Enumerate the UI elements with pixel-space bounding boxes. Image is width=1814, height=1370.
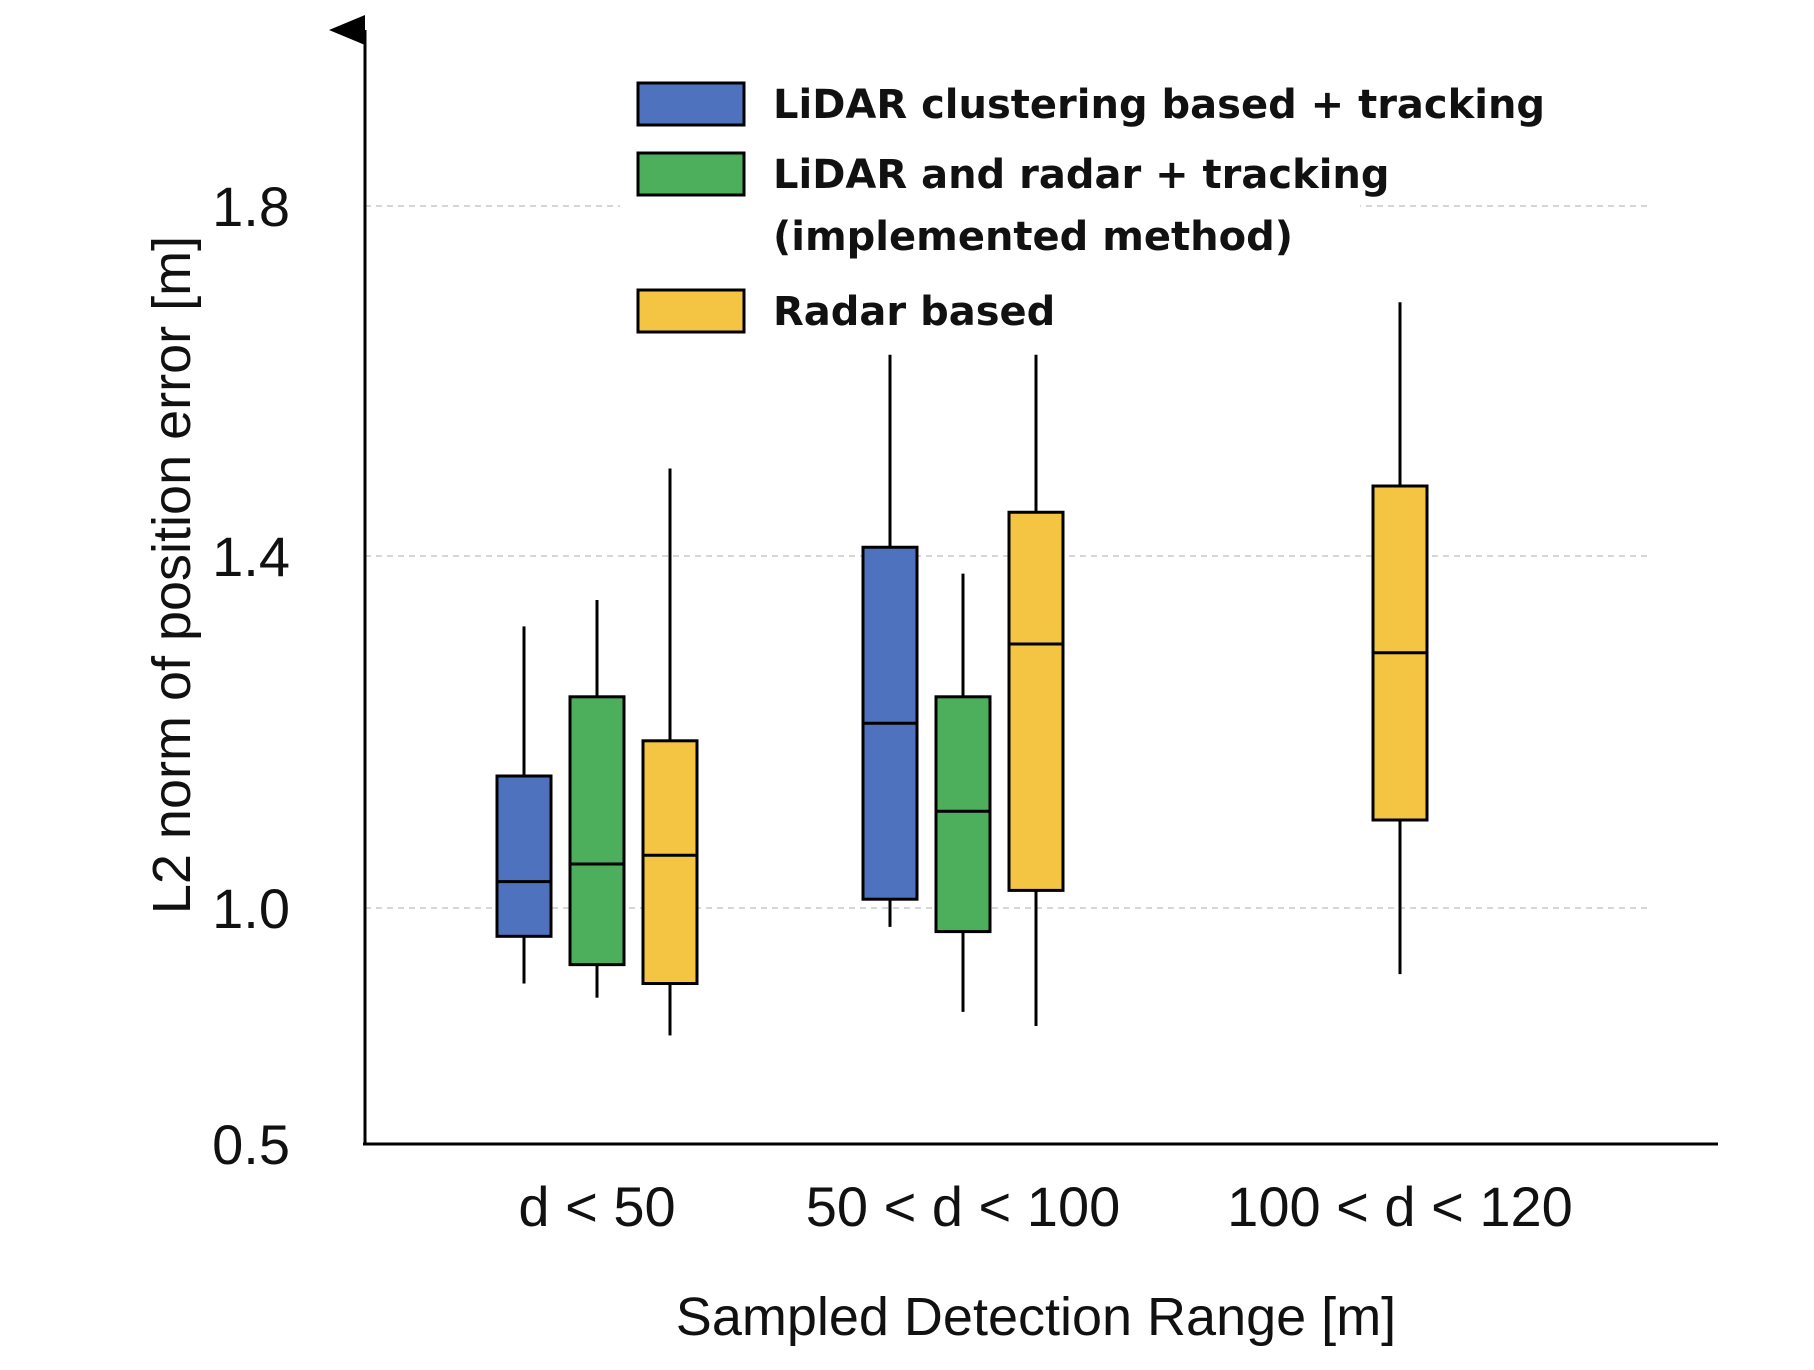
legend-label-lidar-radar-line2: (implemented method) — [773, 214, 1293, 260]
y-tick-label: 1.8 — [212, 175, 290, 238]
x-category-labels: d < 50 50 < d < 100 100 < d < 120 — [518, 1175, 1572, 1238]
box-radar — [1007, 354, 1065, 1026]
box-radar — [1371, 302, 1429, 975]
y-tick-label: 1.0 — [212, 877, 290, 940]
y-tick-label: 0.5 — [212, 1113, 290, 1176]
x-category-label: 100 < d < 120 — [1227, 1175, 1573, 1238]
y-tick-label: 1.4 — [212, 525, 290, 588]
iqr-box — [568, 695, 626, 967]
legend-label-radar: Radar based — [773, 289, 1055, 335]
legend-label-lidar-clustering: LiDAR clustering based + tracking — [773, 82, 1545, 128]
iqr-box — [1007, 510, 1065, 892]
legend-label-lidar-radar: LiDAR and radar + tracking — [773, 152, 1390, 198]
box-radar — [641, 468, 699, 1036]
iqr-box — [495, 774, 553, 938]
boxes — [495, 302, 1429, 1036]
box-lidar-radar — [934, 573, 992, 1012]
x-axis-title: Sampled Detection Range [m] — [676, 1287, 1396, 1347]
iqr-box — [934, 695, 992, 934]
legend: LiDAR clustering based + tracking LiDAR … — [620, 60, 1545, 350]
y-axis-title: L2 norm of position error [m] — [142, 236, 202, 914]
legend-swatch-lidar-clustering — [636, 81, 746, 127]
y-tick-labels: 0.5 1.0 1.4 1.8 — [212, 175, 290, 1176]
box-lidar-clustering — [495, 626, 553, 984]
box-lidar-radar — [568, 600, 626, 998]
box-lidar-clustering — [861, 354, 919, 927]
legend-swatch-radar — [636, 288, 746, 334]
x-category-label: d < 50 — [518, 1175, 675, 1238]
x-category-label: 50 < d < 100 — [806, 1175, 1121, 1238]
iqr-box — [641, 739, 699, 986]
legend-swatch-lidar-radar — [636, 151, 746, 197]
